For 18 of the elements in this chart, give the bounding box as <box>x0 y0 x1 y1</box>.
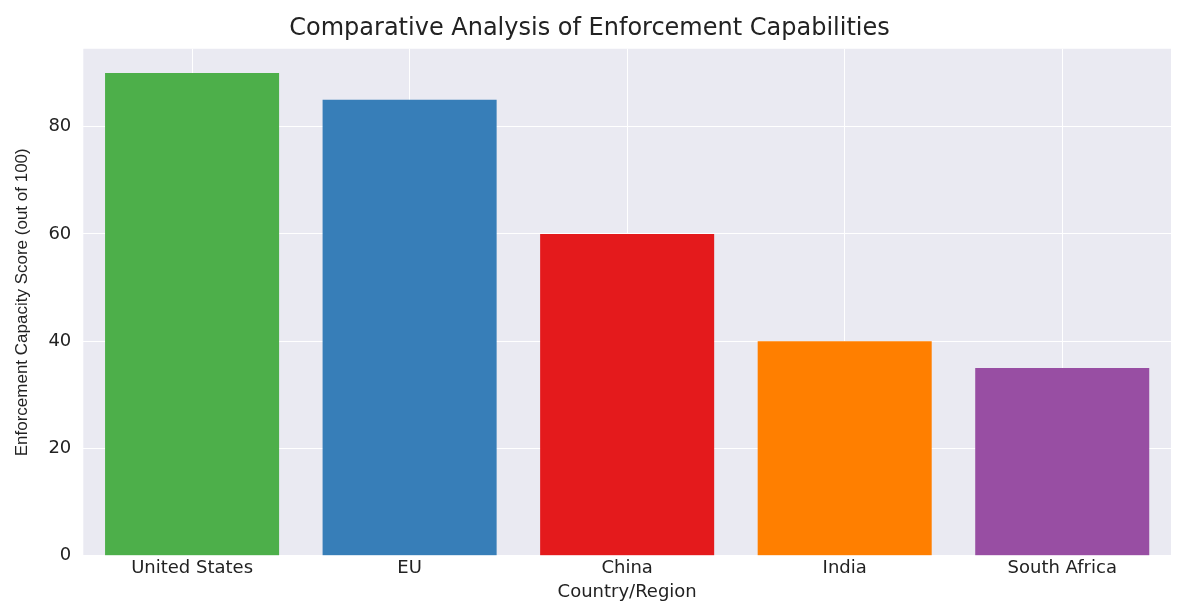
x-tick-label: EU <box>397 556 422 578</box>
x-axis-title: Country/Region <box>557 579 697 601</box>
x-tick-label: China <box>601 556 653 578</box>
chart-title: Comparative Analysis of Enforcement Capabilities <box>289 12 890 41</box>
bar <box>975 368 1150 556</box>
x-tick-label: United States <box>131 556 254 578</box>
y-tick-label: 0 <box>59 543 72 565</box>
y-axis-title: Enforcement Capacity Score (out of 100) <box>11 148 31 457</box>
bar <box>105 72 280 556</box>
x-tick-label: India <box>822 556 867 578</box>
y-tick-label: 80 <box>48 114 72 136</box>
y-tick-label: 20 <box>48 436 72 458</box>
bar <box>540 233 715 556</box>
bar <box>322 99 497 556</box>
y-tick-label: 40 <box>48 328 72 350</box>
x-tick-label: South Africa <box>1007 556 1117 578</box>
y-tick-label: 60 <box>48 221 72 243</box>
bar <box>757 341 932 556</box>
